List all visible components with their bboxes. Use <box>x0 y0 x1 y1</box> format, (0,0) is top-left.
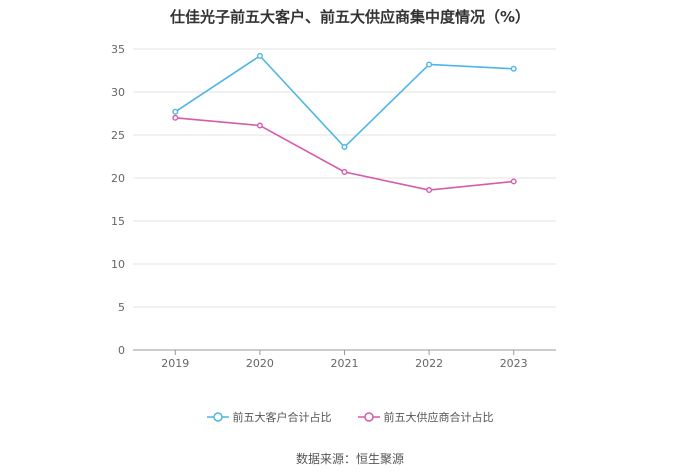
data-point[interactable] <box>426 61 433 68</box>
x-tick-label: 2020 <box>246 357 274 370</box>
chart-title: 仕佳光子前五大客户、前五大供应商集中度情况（%） <box>169 8 531 26</box>
data-point[interactable] <box>256 122 263 129</box>
series-group <box>172 52 517 194</box>
legend-label-customers: 前五大客户合计占比 <box>232 411 332 424</box>
data-point[interactable] <box>510 65 517 72</box>
data-point[interactable] <box>172 108 179 115</box>
legend-marker-suppliers <box>357 412 380 422</box>
series-line-1 <box>175 117 514 191</box>
data-point[interactable] <box>172 114 179 121</box>
legend-item-suppliers[interactable]: 前五大供应商合计占比 <box>357 409 494 425</box>
x-tick-label: 2021 <box>331 357 359 370</box>
source-note: 数据来源：恒生聚源 <box>295 452 404 466</box>
data-point[interactable] <box>510 178 517 185</box>
y-tick-label: 30 <box>111 86 125 99</box>
x-tick-label: 2019 <box>161 357 189 370</box>
y-tick-label: 5 <box>118 301 125 314</box>
y-tick-label: 25 <box>111 129 125 142</box>
legend-marker-customers <box>206 412 229 422</box>
y-tick-label: 20 <box>111 172 125 185</box>
y-tick-label: 0 <box>118 344 125 357</box>
y-tick-label: 10 <box>111 258 125 271</box>
data-point[interactable] <box>341 168 348 175</box>
x-axis: 2019 2020 2021 2022 2023 <box>133 349 556 370</box>
y-axis: 0 5 10 15 20 25 30 35 <box>111 43 125 357</box>
legend: 前五大客户合计占比 前五大供应商合计占比 <box>0 409 700 425</box>
line-chart: 0 5 10 15 20 25 30 35 2019 2020 2021 2022 2023 <box>111 43 556 370</box>
data-point[interactable] <box>426 187 433 194</box>
data-point[interactable] <box>256 52 263 59</box>
x-tick-label: 2023 <box>500 357 528 370</box>
y-tick-label: 15 <box>111 215 125 228</box>
data-point[interactable] <box>341 144 348 151</box>
legend-item-customers[interactable]: 前五大客户合计占比 <box>206 409 332 425</box>
y-tick-label: 35 <box>111 43 125 56</box>
legend-label-suppliers: 前五大供应商合计占比 <box>383 411 494 424</box>
grid-lines <box>133 48 556 308</box>
series-line-0 <box>174 54 514 149</box>
x-tick-label: 2022 <box>415 357 443 370</box>
